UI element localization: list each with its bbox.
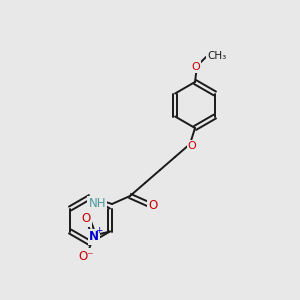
Text: NH: NH: [88, 197, 106, 210]
Text: O⁻: O⁻: [78, 250, 94, 262]
Text: O: O: [81, 212, 91, 226]
Text: O: O: [192, 62, 200, 72]
Text: O: O: [188, 141, 196, 151]
Text: N: N: [89, 230, 99, 244]
Text: +: +: [95, 226, 103, 235]
Text: CH₃: CH₃: [207, 51, 226, 61]
Text: O: O: [148, 199, 158, 212]
